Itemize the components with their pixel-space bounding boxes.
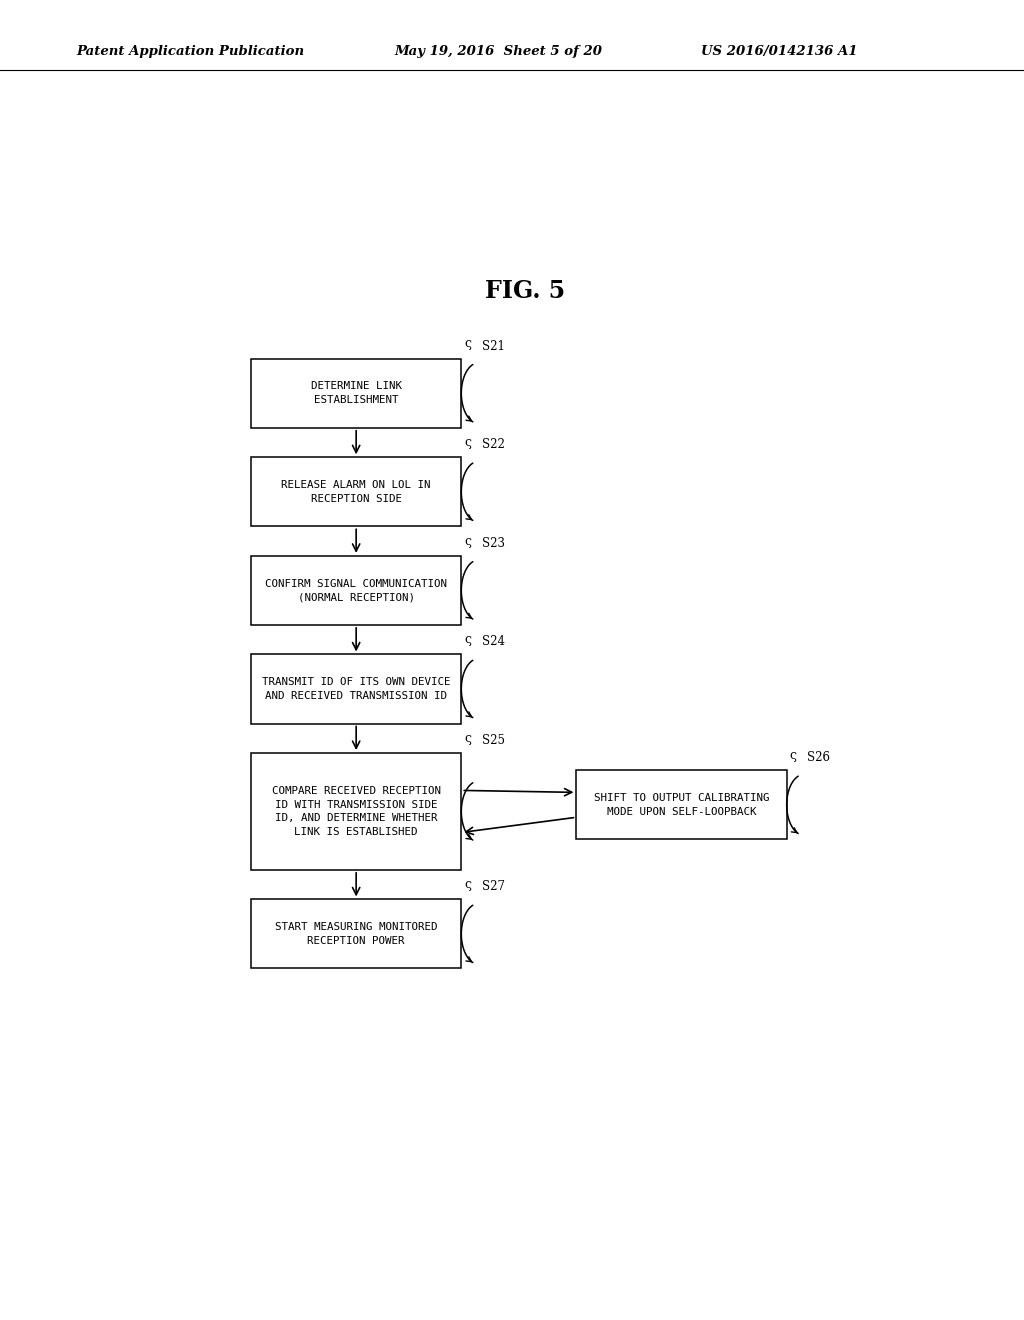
Text: S24: S24 <box>482 635 505 648</box>
Text: START MEASURING MONITORED
RECEPTION POWER: START MEASURING MONITORED RECEPTION POWE… <box>274 923 437 945</box>
Text: S22: S22 <box>482 438 505 451</box>
Text: RELEASE ALARM ON LOL IN
RECEPTION SIDE: RELEASE ALARM ON LOL IN RECEPTION SIDE <box>282 480 431 503</box>
Text: ς: ς <box>465 338 471 351</box>
Text: S25: S25 <box>482 734 505 747</box>
Text: May 19, 2016  Sheet 5 of 20: May 19, 2016 Sheet 5 of 20 <box>394 45 602 58</box>
Text: DETERMINE LINK
ESTABLISHMENT: DETERMINE LINK ESTABLISHMENT <box>310 381 401 405</box>
Text: COMPARE RECEIVED RECEPTION
ID WITH TRANSMISSION SIDE
ID, AND DETERMINE WHETHER
L: COMPARE RECEIVED RECEPTION ID WITH TRANS… <box>271 785 440 837</box>
Text: S26: S26 <box>807 751 830 764</box>
FancyBboxPatch shape <box>251 457 462 527</box>
Text: ς: ς <box>465 731 471 744</box>
FancyBboxPatch shape <box>577 771 786 840</box>
Text: FIG. 5: FIG. 5 <box>484 279 565 302</box>
Text: S23: S23 <box>482 537 505 549</box>
Text: SHIFT TO OUTPUT CALIBRATING
MODE UPON SELF-LOOPBACK: SHIFT TO OUTPUT CALIBRATING MODE UPON SE… <box>594 793 769 817</box>
FancyBboxPatch shape <box>251 556 462 624</box>
Text: S27: S27 <box>482 880 505 894</box>
Text: US 2016/0142136 A1: US 2016/0142136 A1 <box>701 45 858 58</box>
Text: S21: S21 <box>482 339 505 352</box>
Text: TRANSMIT ID OF ITS OWN DEVICE
AND RECEIVED TRANSMISSION ID: TRANSMIT ID OF ITS OWN DEVICE AND RECEIV… <box>262 677 451 701</box>
Text: ς: ς <box>465 878 471 891</box>
FancyBboxPatch shape <box>251 752 462 870</box>
FancyBboxPatch shape <box>251 899 462 969</box>
FancyBboxPatch shape <box>251 359 462 428</box>
Text: ς: ς <box>465 535 471 548</box>
Text: ς: ς <box>465 436 471 449</box>
Text: ς: ς <box>465 634 471 647</box>
Text: ς: ς <box>790 750 797 762</box>
FancyBboxPatch shape <box>251 655 462 723</box>
Text: Patent Application Publication: Patent Application Publication <box>77 45 305 58</box>
Text: CONFIRM SIGNAL COMMUNICATION
(NORMAL RECEPTION): CONFIRM SIGNAL COMMUNICATION (NORMAL REC… <box>265 578 447 602</box>
